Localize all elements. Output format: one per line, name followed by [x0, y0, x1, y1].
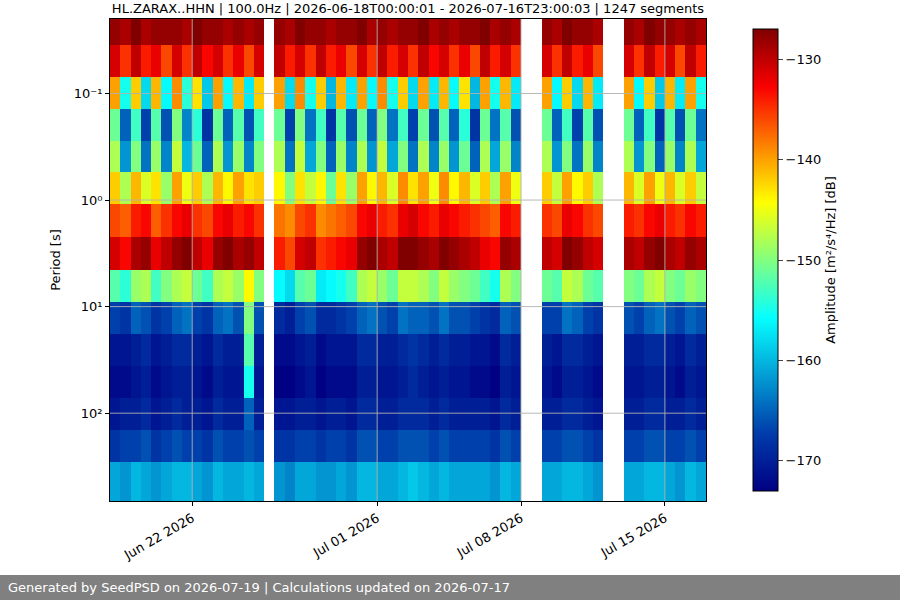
svg-text:Jul 01 2026: Jul 01 2026: [310, 510, 382, 560]
svg-text:−150: −150: [786, 253, 822, 268]
svg-text:10¹: 10¹: [81, 299, 103, 314]
svg-text:Amplitude [m²/s⁴/Hz] [dB]: Amplitude [m²/s⁴/Hz] [dB]: [823, 176, 838, 344]
svg-text:−160: −160: [786, 353, 822, 368]
svg-text:Jul 08 2026: Jul 08 2026: [454, 510, 526, 560]
svg-text:10⁰: 10⁰: [81, 193, 103, 208]
svg-text:HL.ZARAX..HHN | 100.0Hz | 2026: HL.ZARAX..HHN | 100.0Hz | 2026-06-18T00:…: [112, 1, 704, 16]
svg-text:Jun 22 2026: Jun 22 2026: [121, 510, 197, 563]
html-text:Generated by SeedPSD on 2026-0: Generated by SeedPSD on 2026-07-19 | Cal…: [8, 580, 510, 595]
svg-text:−140: −140: [786, 152, 822, 167]
svg-text:Period [s]: Period [s]: [48, 229, 63, 291]
svg-text:Jul 15 2026: Jul 15 2026: [598, 510, 670, 560]
svg-text:10²: 10²: [81, 406, 103, 421]
svg-text:−170: −170: [786, 453, 822, 468]
svg-text:10⁻¹: 10⁻¹: [74, 86, 103, 101]
svg-text:−130: −130: [786, 52, 822, 67]
